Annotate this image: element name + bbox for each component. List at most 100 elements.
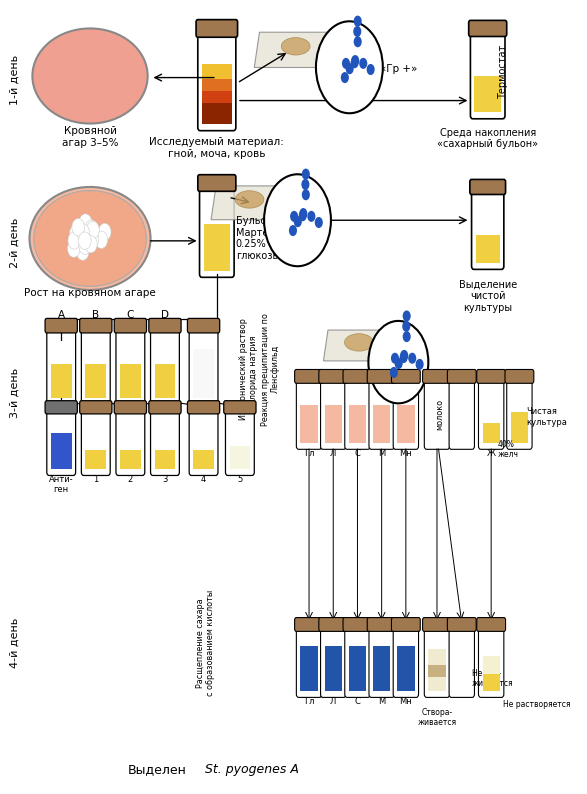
Circle shape bbox=[85, 235, 97, 252]
FancyBboxPatch shape bbox=[343, 369, 372, 384]
Circle shape bbox=[408, 353, 416, 364]
Bar bbox=[51, 364, 72, 398]
Circle shape bbox=[315, 217, 323, 228]
Bar bbox=[397, 405, 414, 443]
Circle shape bbox=[403, 310, 411, 322]
Text: С: С bbox=[355, 697, 360, 707]
Bar bbox=[483, 673, 500, 691]
Text: 3-й день: 3-й день bbox=[10, 368, 20, 418]
FancyBboxPatch shape bbox=[477, 369, 505, 384]
Circle shape bbox=[76, 243, 89, 260]
Bar bbox=[373, 646, 390, 691]
Ellipse shape bbox=[33, 191, 146, 287]
Circle shape bbox=[402, 321, 410, 332]
Circle shape bbox=[86, 222, 99, 239]
Circle shape bbox=[82, 221, 95, 238]
Bar bbox=[230, 446, 250, 469]
Text: 5: 5 bbox=[237, 475, 242, 484]
FancyBboxPatch shape bbox=[189, 404, 218, 476]
Bar bbox=[325, 405, 342, 443]
Text: Среда накопления
«сахарный бульон»: Среда накопления «сахарный бульон» bbox=[437, 128, 538, 149]
FancyBboxPatch shape bbox=[478, 373, 504, 449]
Circle shape bbox=[391, 353, 399, 364]
FancyBboxPatch shape bbox=[114, 318, 147, 333]
Bar bbox=[154, 364, 176, 398]
Circle shape bbox=[342, 58, 350, 69]
FancyBboxPatch shape bbox=[45, 401, 77, 414]
Bar bbox=[474, 76, 501, 113]
Circle shape bbox=[354, 37, 362, 48]
FancyBboxPatch shape bbox=[367, 618, 396, 631]
Text: 2: 2 bbox=[128, 475, 133, 484]
Circle shape bbox=[316, 21, 383, 114]
Ellipse shape bbox=[29, 187, 150, 290]
Bar bbox=[204, 224, 230, 271]
Circle shape bbox=[264, 174, 331, 266]
Bar bbox=[193, 349, 214, 398]
FancyBboxPatch shape bbox=[447, 618, 476, 631]
Circle shape bbox=[369, 321, 429, 403]
FancyBboxPatch shape bbox=[392, 369, 420, 384]
FancyBboxPatch shape bbox=[345, 373, 370, 449]
FancyBboxPatch shape bbox=[80, 318, 112, 333]
Text: 4: 4 bbox=[201, 475, 206, 484]
Circle shape bbox=[299, 210, 307, 222]
Text: 1: 1 bbox=[93, 475, 99, 484]
FancyBboxPatch shape bbox=[224, 401, 256, 414]
Bar bbox=[483, 656, 500, 673]
Bar bbox=[86, 449, 106, 469]
Text: Гл: Гл bbox=[304, 697, 314, 707]
Bar bbox=[483, 423, 500, 443]
Bar bbox=[325, 646, 342, 691]
Bar bbox=[51, 434, 72, 469]
Circle shape bbox=[302, 189, 310, 200]
FancyBboxPatch shape bbox=[82, 322, 110, 404]
FancyBboxPatch shape bbox=[319, 369, 348, 384]
Text: Мн: Мн bbox=[400, 697, 412, 707]
FancyBboxPatch shape bbox=[423, 618, 451, 631]
Bar bbox=[202, 102, 232, 125]
Bar bbox=[202, 79, 232, 91]
FancyBboxPatch shape bbox=[470, 25, 505, 119]
Text: Мн: Мн bbox=[400, 449, 412, 458]
FancyBboxPatch shape bbox=[189, 322, 218, 404]
Circle shape bbox=[87, 222, 99, 239]
FancyBboxPatch shape bbox=[47, 404, 76, 476]
FancyBboxPatch shape bbox=[149, 318, 181, 333]
Bar bbox=[475, 234, 500, 263]
Text: Рост на кровяном агаре: Рост на кровяном агаре bbox=[24, 287, 156, 298]
Bar bbox=[202, 91, 232, 102]
Bar bbox=[373, 405, 390, 443]
Circle shape bbox=[79, 214, 92, 231]
Circle shape bbox=[294, 216, 302, 227]
FancyBboxPatch shape bbox=[319, 618, 348, 631]
Text: D: D bbox=[161, 310, 169, 320]
FancyBboxPatch shape bbox=[369, 373, 394, 449]
Bar bbox=[511, 411, 528, 443]
FancyBboxPatch shape bbox=[321, 373, 346, 449]
FancyBboxPatch shape bbox=[477, 618, 505, 631]
Circle shape bbox=[400, 352, 407, 363]
FancyBboxPatch shape bbox=[296, 373, 322, 449]
Bar bbox=[154, 341, 176, 364]
Ellipse shape bbox=[32, 29, 148, 124]
FancyBboxPatch shape bbox=[196, 20, 238, 37]
Text: Кровяной
агар 3–5%: Кровяной агар 3–5% bbox=[62, 126, 118, 148]
Circle shape bbox=[351, 55, 359, 66]
FancyBboxPatch shape bbox=[424, 373, 450, 449]
Bar bbox=[301, 646, 318, 691]
FancyBboxPatch shape bbox=[80, 401, 112, 414]
Circle shape bbox=[353, 26, 362, 37]
FancyBboxPatch shape bbox=[200, 179, 234, 277]
Circle shape bbox=[394, 358, 403, 369]
Text: B: B bbox=[92, 310, 99, 320]
FancyBboxPatch shape bbox=[47, 322, 76, 404]
Circle shape bbox=[68, 232, 80, 249]
FancyBboxPatch shape bbox=[198, 25, 236, 131]
Circle shape bbox=[79, 237, 92, 255]
FancyBboxPatch shape bbox=[149, 401, 181, 414]
FancyBboxPatch shape bbox=[343, 618, 372, 631]
Text: C: C bbox=[127, 310, 134, 320]
FancyBboxPatch shape bbox=[505, 369, 534, 384]
Bar bbox=[429, 677, 446, 691]
